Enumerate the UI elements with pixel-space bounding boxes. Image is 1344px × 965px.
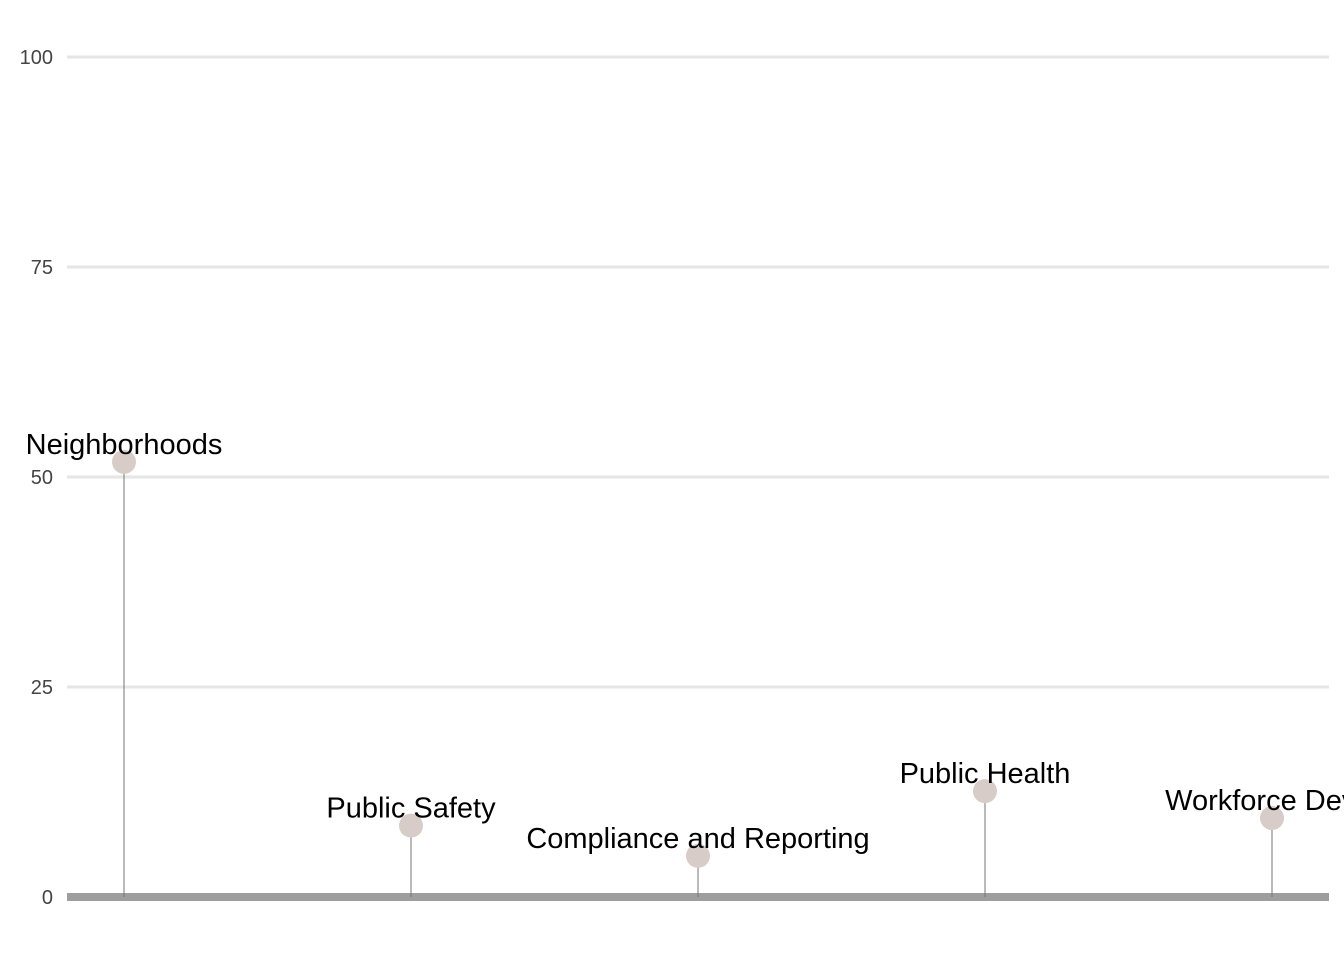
point-label: Neighborhoods <box>26 429 223 461</box>
y-tick-label-75: 75 <box>31 257 53 279</box>
point-label: Public Health <box>900 758 1071 790</box>
y-tick-label-50: 50 <box>31 467 53 489</box>
y-tick-label-100: 100 <box>20 47 53 69</box>
marker-layer <box>112 449 1284 868</box>
lollipop-marker <box>112 449 136 474</box>
stem-layer <box>123 461 1273 897</box>
lollipop-marker <box>1260 806 1284 831</box>
y-tick-label-0: 0 <box>42 887 53 909</box>
point-label: Public Safety <box>326 793 496 825</box>
y-axis-ticks: 0 25 50 75 100 <box>20 47 53 909</box>
lollipop-marker <box>399 813 423 838</box>
label-layer: Neighborhoods Public Safety Compliance and… <box>26 429 1344 855</box>
lollipop-marker <box>973 779 997 804</box>
y-tick-label-25: 25 <box>31 677 53 699</box>
point-label: Compliance and Reporting <box>526 823 869 855</box>
point-label: Workforce Devel <box>1165 785 1344 817</box>
lollipop-marker <box>686 843 710 868</box>
grid-layer <box>67 55 1329 689</box>
